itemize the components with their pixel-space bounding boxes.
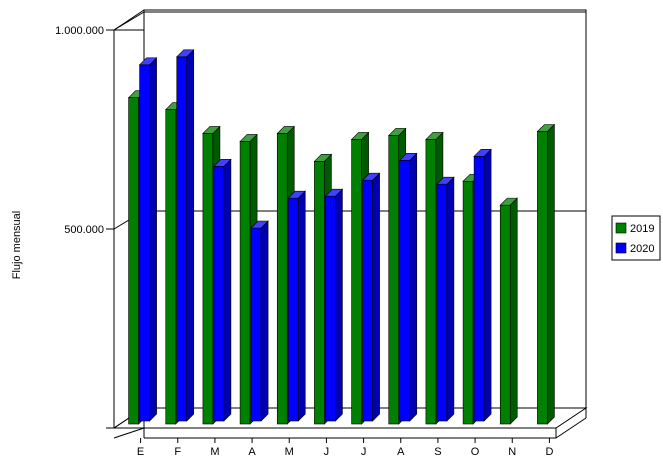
x-tick-label: D	[545, 446, 553, 458]
x-tick-label: J	[324, 446, 330, 458]
bar-side	[149, 57, 157, 422]
bar-top	[138, 57, 158, 66]
bar-side	[547, 123, 555, 425]
bar-top	[176, 49, 195, 58]
bar-front	[239, 141, 251, 425]
legend-swatch	[615, 242, 627, 254]
bar	[213, 158, 232, 422]
y-axis-label: Flujo mensual	[11, 211, 23, 279]
x-tick-label: S	[434, 446, 441, 458]
bar-top	[361, 172, 381, 181]
bar-front	[287, 197, 299, 422]
bar-top	[250, 220, 269, 229]
bar-top	[276, 126, 295, 134]
bar-front	[425, 139, 437, 425]
bar-top	[436, 176, 455, 185]
bar	[176, 49, 195, 422]
x-tick-label: J	[361, 446, 367, 458]
bar	[399, 152, 418, 422]
y-tick-label: 1.000.000	[55, 25, 104, 37]
bar-front	[499, 204, 511, 425]
bar-front	[351, 139, 362, 425]
frame-edge	[113, 427, 145, 439]
x-tick-label: M	[210, 446, 219, 458]
bar-side	[509, 197, 518, 425]
x-tick-label: F	[174, 446, 181, 458]
bar-front	[399, 160, 411, 422]
y-tick-labels: 500.000 1.000.000	[55, 25, 104, 236]
bar	[138, 57, 158, 422]
bar-top	[213, 159, 232, 167]
bar-side	[297, 190, 306, 422]
bar-side	[260, 220, 269, 422]
bar-side	[409, 152, 418, 422]
bar-top	[350, 132, 370, 140]
bar	[287, 190, 306, 422]
bar	[499, 197, 518, 425]
x-tick-label: O	[471, 446, 480, 458]
bar-front	[139, 64, 150, 422]
bar-side	[335, 188, 343, 422]
x-tick-label: A	[248, 446, 256, 458]
legend-entry: 2019	[630, 223, 654, 235]
bars	[127, 49, 556, 425]
bar-top	[399, 153, 418, 161]
bar-top	[324, 188, 344, 197]
bar-top	[202, 126, 221, 134]
bar	[361, 172, 381, 422]
bar-front	[462, 180, 474, 425]
bar-front	[276, 133, 288, 425]
bar-top	[287, 190, 306, 199]
y-tick-label: 500.000	[64, 224, 104, 236]
bar-side	[186, 49, 195, 422]
frame-edge	[555, 417, 587, 439]
bar-front	[202, 133, 214, 425]
bar-top	[499, 197, 518, 206]
bar-side	[446, 176, 455, 422]
x-tick-label: M	[285, 446, 294, 458]
bar-front	[473, 156, 485, 422]
gridline	[113, 11, 145, 31]
bar-side	[483, 148, 492, 422]
bar-top	[536, 124, 556, 132]
legend-swatch	[615, 222, 627, 234]
bar-front	[537, 131, 548, 425]
bar-front	[388, 135, 400, 425]
bar-front	[436, 183, 448, 422]
bar	[473, 148, 492, 422]
bar-front	[128, 97, 139, 425]
legend-entry: 2020	[630, 243, 654, 255]
bar-front	[325, 195, 336, 422]
bar	[536, 123, 556, 425]
bar-front	[250, 227, 262, 422]
bar-side	[223, 158, 232, 422]
x-tick-label: E	[137, 446, 144, 458]
bar-top	[313, 154, 333, 162]
x-tick-label: N	[508, 446, 516, 458]
bar-top	[388, 128, 407, 136]
bar-front	[213, 166, 225, 422]
legend: 2019 2020	[611, 215, 661, 261]
bar-top	[239, 134, 258, 142]
bar	[250, 220, 269, 422]
bar-top	[425, 132, 444, 140]
bar-front	[362, 179, 373, 422]
bar	[436, 176, 455, 422]
x-tick-label: A	[397, 446, 405, 458]
bar-front	[314, 161, 325, 425]
bar-top	[473, 149, 492, 157]
bar-front	[176, 56, 188, 422]
bar-side	[372, 172, 380, 422]
bar-front	[165, 109, 177, 425]
bar	[324, 188, 344, 422]
